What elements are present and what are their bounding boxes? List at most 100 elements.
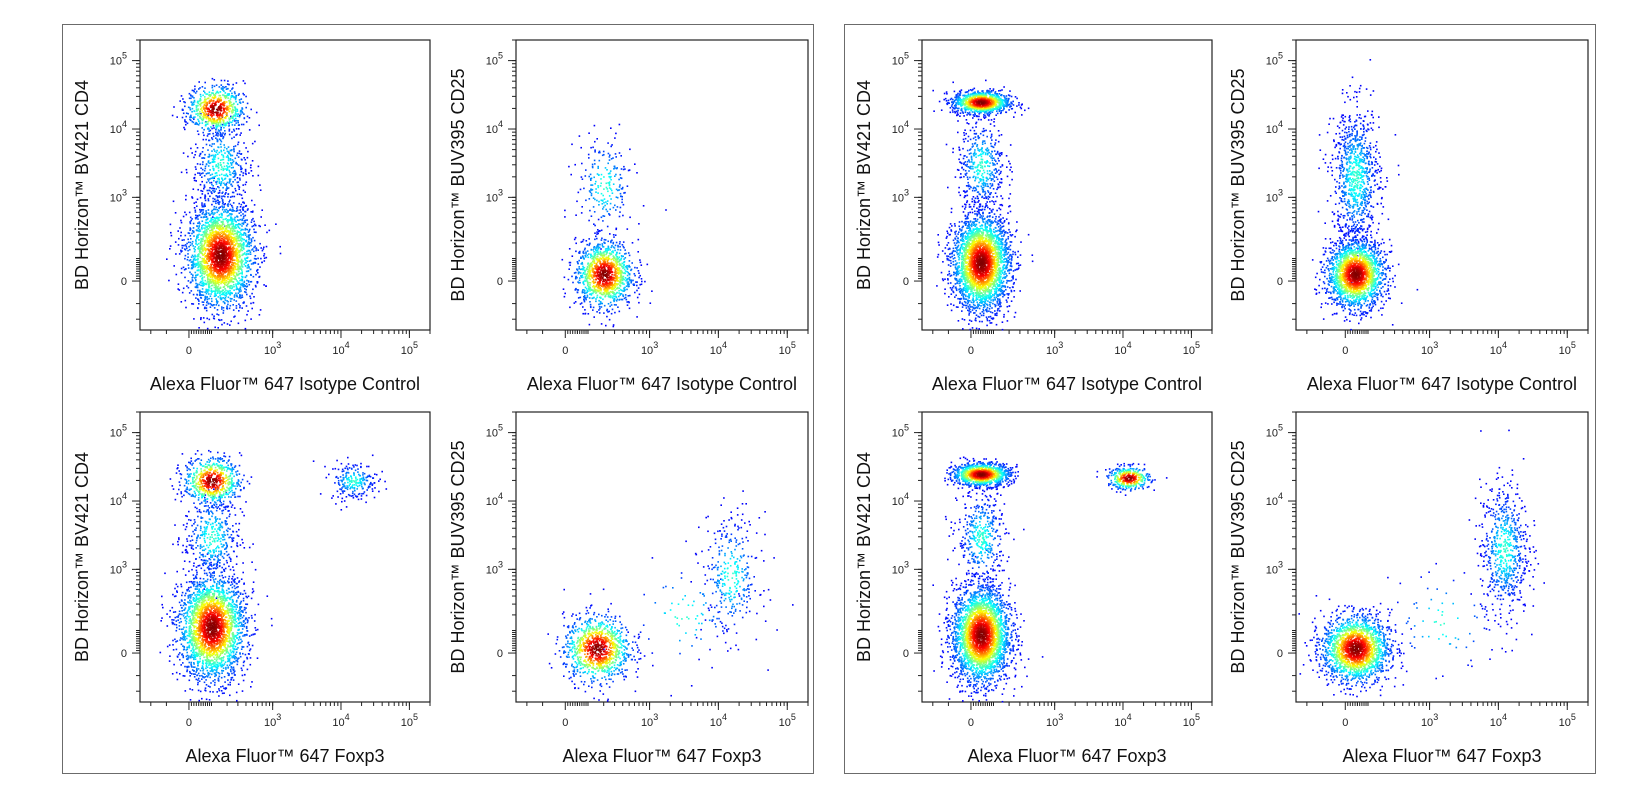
event-dot	[191, 230, 194, 232]
event-dot	[203, 114, 206, 116]
event-dot	[226, 94, 228, 97]
event-dot	[227, 290, 229, 292]
event-dot	[216, 174, 218, 177]
event-dot	[226, 162, 229, 164]
event-dot	[611, 297, 614, 299]
event-dot	[613, 295, 616, 298]
event-dot	[201, 291, 204, 293]
event-dot	[212, 218, 214, 221]
event-dot	[225, 292, 227, 295]
event-dot	[224, 281, 226, 283]
event-dot	[215, 165, 217, 167]
event-dot	[245, 305, 248, 307]
event-dot	[195, 282, 197, 285]
event-dot	[233, 175, 236, 178]
event-dot	[221, 208, 224, 211]
event-dot	[597, 185, 599, 187]
event-dot	[610, 158, 613, 160]
event-dot	[604, 242, 606, 244]
event-dot	[240, 123, 243, 126]
event-dot	[612, 325, 615, 328]
event-dot	[188, 97, 191, 100]
event-dot	[235, 161, 237, 164]
event-dot	[224, 294, 226, 297]
event-dot	[244, 221, 247, 224]
event-dot	[192, 231, 195, 234]
event-dot	[240, 296, 243, 299]
event-dot	[221, 202, 224, 205]
event-dot	[623, 287, 625, 289]
event-dot	[231, 195, 234, 198]
event-dot	[212, 276, 214, 279]
event-dot	[213, 304, 215, 306]
event-dot	[191, 254, 194, 257]
event-dot	[611, 308, 614, 311]
event-dot	[596, 311, 598, 313]
event-dot	[217, 153, 219, 155]
event-dot	[206, 301, 208, 304]
event-dot	[238, 250, 241, 252]
event-dot	[231, 88, 233, 90]
event-dot	[226, 211, 228, 214]
event-dot	[229, 90, 232, 92]
event-dot	[199, 249, 201, 252]
event-dot	[219, 184, 222, 187]
event-dot	[239, 248, 242, 251]
event-dot	[646, 263, 649, 266]
event-dot	[591, 188, 594, 191]
event-dot	[257, 263, 260, 265]
event-dot	[195, 217, 197, 220]
event-dot	[228, 178, 231, 181]
event-dot	[614, 137, 616, 139]
event-dot	[234, 145, 237, 147]
event-dot	[236, 219, 239, 221]
event-dot	[231, 103, 233, 106]
event-dot	[198, 253, 200, 255]
event-dot	[610, 312, 613, 315]
event-dot	[594, 149, 596, 151]
event-dot	[208, 162, 211, 165]
event-dot	[200, 234, 202, 236]
event-dot	[221, 177, 223, 179]
event-dot	[586, 294, 589, 297]
event-dot	[628, 278, 631, 281]
event-dot	[204, 297, 207, 300]
event-dot	[205, 212, 208, 214]
event-dot	[169, 248, 171, 250]
event-dot	[237, 239, 240, 242]
event-dot	[242, 260, 244, 262]
event-dot	[206, 238, 209, 240]
event-dot	[609, 294, 612, 297]
event-dot	[246, 219, 248, 221]
event-dot	[185, 268, 187, 270]
event-dot	[215, 183, 218, 185]
event-dot	[208, 237, 211, 239]
event-dot	[209, 280, 212, 283]
event-dot	[229, 178, 232, 181]
event-dot	[198, 291, 201, 293]
event-dot	[607, 172, 610, 175]
event-dot	[190, 114, 192, 117]
event-dot	[199, 223, 201, 225]
event-dot	[235, 238, 237, 240]
event-dot	[200, 248, 202, 251]
event-dot	[211, 227, 213, 229]
event-dot	[591, 288, 593, 291]
event-dot	[619, 284, 621, 287]
event-dot	[579, 250, 581, 253]
event-dot	[587, 313, 590, 315]
event-dot	[596, 261, 599, 263]
event-dot	[239, 233, 241, 236]
event-dot	[178, 289, 181, 291]
event-dot	[249, 295, 251, 298]
event-dot	[232, 309, 235, 311]
event-dot	[205, 288, 207, 291]
event-dot	[229, 286, 231, 289]
event-dot	[603, 255, 605, 257]
event-dot	[189, 227, 191, 229]
event-dot	[214, 287, 217, 289]
event-dot	[223, 174, 225, 177]
event-dot	[238, 202, 240, 205]
event-dot	[244, 229, 246, 231]
event-dot	[197, 108, 200, 110]
